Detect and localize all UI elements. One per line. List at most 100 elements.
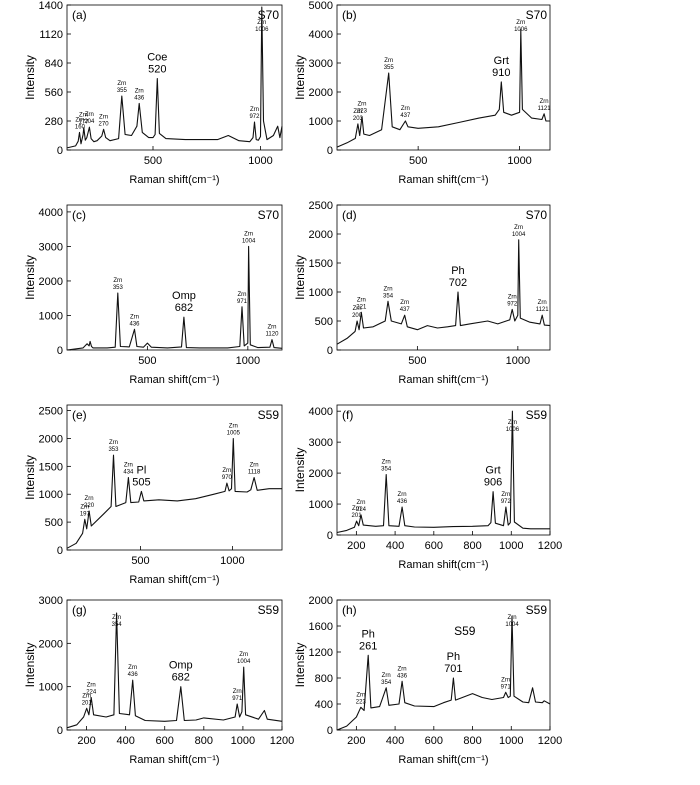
x-tick-label: 600 [425, 540, 443, 552]
peak-shift-label: 353 [113, 285, 124, 291]
y-tick-label: 2000 [309, 87, 333, 99]
peak-mineral-label: Ph [361, 628, 374, 640]
peak-shift-label: 701 [444, 663, 462, 675]
peak-shift-label: 354 [381, 680, 392, 686]
y-tick-label: 0 [327, 145, 333, 157]
peak-mineral-label: Zrn [82, 693, 91, 699]
y-tick-label: 1120 [39, 29, 63, 41]
peak-mineral-label: Zrn [99, 114, 108, 120]
y-tick-label: 2000 [39, 638, 63, 650]
peak-mineral-label: Zrn [267, 325, 276, 331]
peak-shift-label: 436 [397, 499, 408, 505]
peak-shift-label: 971 [237, 299, 248, 305]
peak-shift-label: 970 [222, 475, 233, 481]
y-tick-label: 4000 [39, 207, 63, 219]
sample-label: S70 [258, 208, 280, 222]
y-tick-label: 1200 [309, 647, 333, 659]
peak-mineral-label: Zrn [384, 58, 393, 64]
peak-shift-label: 505 [132, 476, 150, 488]
plot-frame [336, 404, 551, 536]
peak-shift-label: 1121 [538, 106, 552, 112]
y-tick-label: 0 [57, 725, 63, 737]
peak-mineral-label: Omp [172, 290, 196, 302]
y-tick-label: 2000 [309, 595, 333, 607]
panel-b: 0 1000 2000 3000 4000 5000 500 1000 Raman shift(… [293, 0, 551, 186]
peak-mineral-label: Zrn [130, 314, 139, 320]
x-tick-label: 800 [463, 540, 481, 552]
peak-shift-label: 353 [108, 447, 119, 453]
peak-shift-label: 682 [172, 672, 190, 684]
spectrum-line [336, 29, 550, 148]
sample-label: S70 [258, 8, 280, 22]
peak-mineral-label: Zrn [357, 297, 366, 303]
x-axis-label: Raman shift(cm⁻¹) [129, 374, 219, 386]
peak-mineral-label: Zrn [384, 286, 393, 292]
y-tick-label: 0 [57, 545, 63, 557]
y-tick-label: 1000 [39, 310, 63, 322]
y-tick-label: 1000 [309, 499, 333, 511]
peak-mineral-label: Zrn [514, 225, 523, 231]
peak-mineral-label: Grt [485, 465, 500, 477]
peak-mineral-label: Zrn [357, 500, 366, 506]
peak-shift-label: 1118 [248, 470, 261, 476]
y-tick-label: 2000 [39, 276, 63, 288]
peak-shift-label: 177 [79, 120, 90, 126]
y-tick-label: 5000 [309, 0, 333, 12]
panel-label: (f) [342, 408, 353, 422]
peak-shift-label: 1005 [227, 430, 241, 436]
peak-mineral-label: Ph [451, 265, 464, 277]
peak-shift-label: 434 [123, 470, 134, 476]
spectrum-line [66, 612, 283, 729]
x-tick-label: 400 [386, 735, 404, 747]
x-tick-label: 200 [347, 735, 365, 747]
peak-mineral-label: Zrn [128, 665, 137, 671]
peak-shift-label: 355 [384, 65, 395, 71]
peak-shift-label: 160 [75, 124, 86, 130]
y-tick-label: 4000 [309, 406, 333, 418]
panel-label: (e) [72, 408, 87, 422]
peak-mineral-label: Zrn [398, 492, 407, 498]
peak-shift-label: 437 [400, 113, 411, 119]
y-tick-label: 500 [315, 316, 333, 328]
panel-label: (h) [342, 603, 357, 617]
panel-label: (c) [72, 208, 86, 222]
peak-shift-label: 197 [80, 511, 91, 517]
peak-mineral-label: Zrn [124, 463, 133, 469]
x-tick-label: 500 [131, 555, 149, 567]
peak-shift-label: 223 [356, 699, 367, 705]
y-axis-label: Intensity [23, 643, 37, 688]
y-tick-label: 280 [45, 116, 63, 128]
y-tick-label: 1000 [309, 287, 333, 299]
x-tick-label: 800 [195, 735, 213, 747]
panel-g: 0 1000 2000 3000 200 400 600 800 1000 1200 Raman s… [23, 595, 294, 766]
peak-shift-label: 355 [117, 88, 128, 94]
plot-frame [66, 404, 283, 551]
peak-shift-label: 220 [84, 503, 95, 509]
y-tick-label: 560 [45, 87, 63, 99]
plot-frame [336, 599, 551, 731]
y-tick-label: 2000 [309, 229, 333, 241]
x-axis-label: Raman shift(cm⁻¹) [398, 754, 488, 766]
peak-mineral-label: Zrn [75, 117, 84, 123]
plot-frame [66, 204, 283, 351]
